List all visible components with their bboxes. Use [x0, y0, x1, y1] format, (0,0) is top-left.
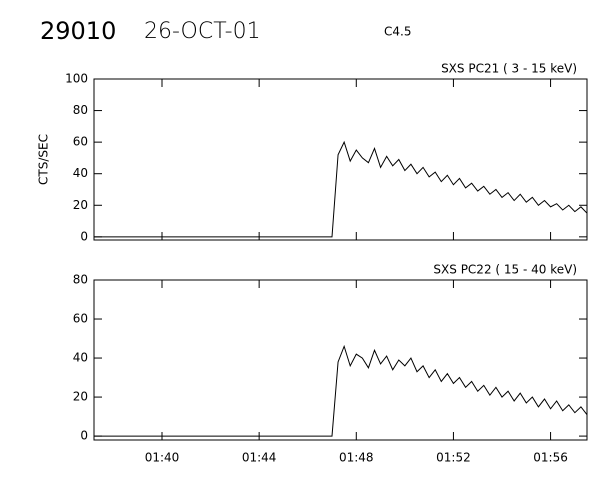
y-tick-label: 80: [73, 103, 88, 117]
y-tick-label: 40: [73, 166, 88, 180]
y-tick-label: 40: [73, 351, 88, 365]
y-tick-label: 100: [65, 72, 88, 86]
x-tick-label: 01:44: [242, 451, 277, 465]
data-line: [94, 140, 588, 238]
y-tick-label: 60: [73, 135, 88, 149]
x-tick-label: 01:40: [145, 451, 180, 465]
y-tick-label: 0: [80, 229, 88, 243]
x-tick-label: 01:52: [436, 451, 471, 465]
y-axis-label: CTS/SEC: [37, 134, 51, 185]
header-id: 29010: [40, 17, 116, 45]
y-tick-label: 20: [73, 390, 88, 404]
panel-title: SXS PC21 ( 3 - 15 keV): [441, 62, 577, 76]
y-tick-label: 60: [73, 312, 88, 326]
panel-title: SXS PC22 ( 15 - 40 keV): [433, 263, 577, 277]
y-tick-label: 0: [80, 429, 88, 443]
x-tick-label: 01:48: [339, 451, 374, 465]
header-class: C4.5: [384, 25, 411, 39]
y-tick-label: 20: [73, 198, 88, 212]
plot-frame: [93, 78, 588, 241]
data-line: [94, 344, 588, 437]
x-tick-label: 01:56: [533, 451, 568, 465]
plot-frame: [93, 279, 588, 441]
header-date: 26-OCT-01: [144, 19, 261, 44]
y-tick-label: 80: [73, 273, 88, 287]
